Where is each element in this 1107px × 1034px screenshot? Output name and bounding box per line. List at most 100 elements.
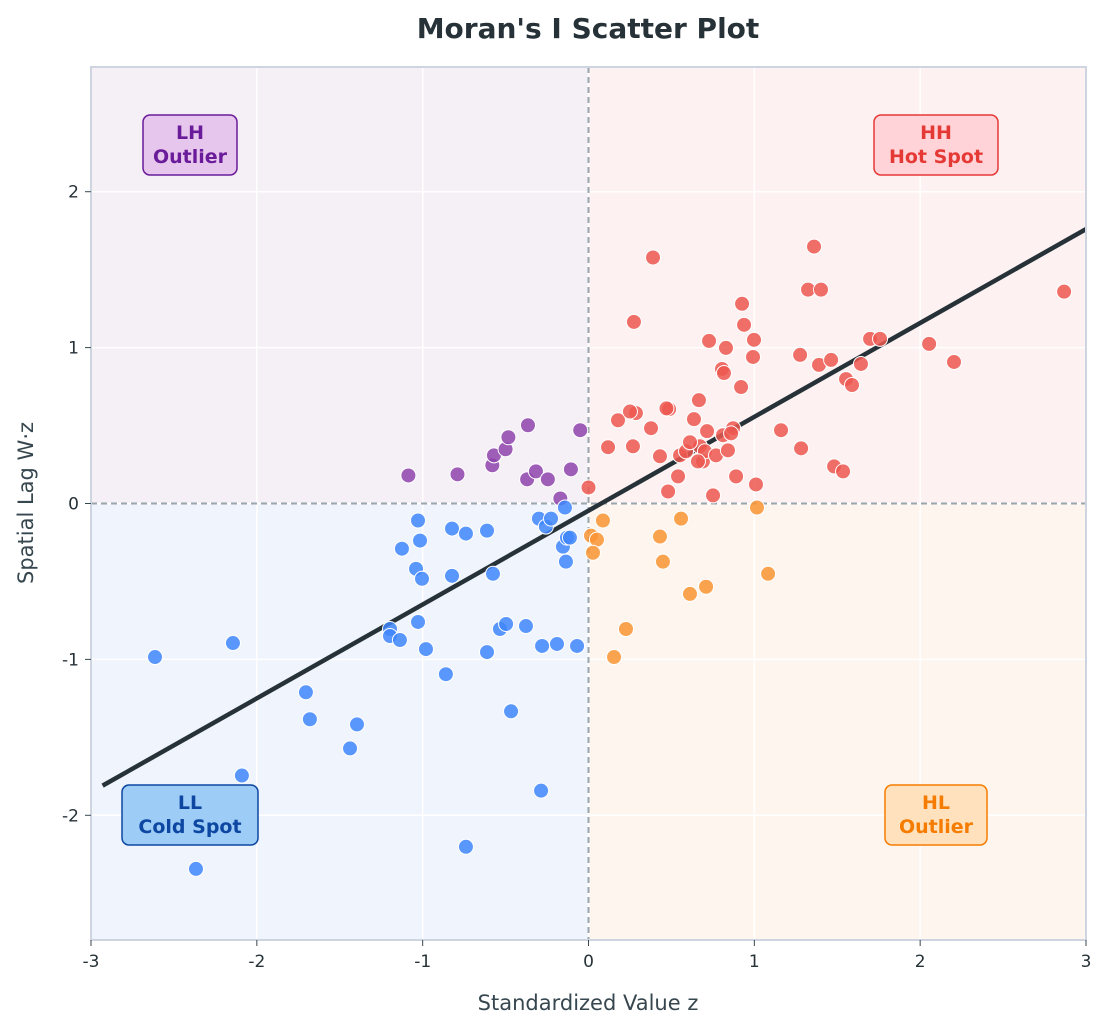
point-ll [444, 520, 461, 537]
quadrant-label-name: Outlier [153, 146, 228, 168]
point-hh [792, 346, 809, 363]
point-ll [417, 641, 434, 658]
point-ll [548, 635, 565, 652]
point-hh [746, 331, 763, 348]
point-ll [301, 711, 318, 728]
point-ll [569, 637, 586, 654]
point-ll [233, 767, 250, 784]
point-ll [498, 616, 515, 633]
point-ll [342, 740, 359, 757]
quadrant-backgrounds [91, 67, 1086, 940]
point-ll [348, 716, 365, 733]
point-hl [654, 553, 671, 570]
quadrant-background-hh [588, 67, 1086, 504]
point-hh [624, 438, 641, 455]
x-tick-label: -3 [83, 952, 100, 972]
point-ll [557, 553, 574, 570]
point-hh [872, 330, 889, 347]
y-tick-label: -1 [62, 650, 79, 670]
point-hh [658, 400, 675, 417]
point-ll [393, 540, 410, 557]
point-hh [806, 238, 823, 255]
point-hl [594, 512, 611, 529]
point-hh [719, 442, 736, 459]
chart-title: Moran's I Scatter Plot [417, 12, 760, 45]
point-hh [610, 412, 627, 429]
point-hh [651, 448, 668, 465]
y-tick-label: 1 [68, 339, 79, 359]
point-hh [621, 403, 638, 420]
point-lh [500, 429, 517, 446]
point-hh [681, 434, 698, 451]
point-lh [539, 471, 556, 488]
point-hl [748, 499, 765, 516]
quadrant-label-name: Hot Spot [889, 146, 983, 168]
y-tick-label: 0 [68, 495, 79, 515]
quadrant-label-box-hh [873, 114, 999, 176]
point-hh [745, 348, 762, 365]
point-hh [701, 332, 718, 349]
point-hl [681, 585, 698, 602]
point-hh [660, 483, 677, 500]
point-ll [479, 644, 496, 661]
point-hh [945, 353, 962, 370]
point-ll [534, 637, 551, 654]
quadrant-label-code: HL [922, 792, 950, 814]
point-ll [484, 565, 501, 582]
point-hh [747, 476, 764, 493]
quadrant-label-code: LH [176, 122, 204, 144]
point-ll [147, 649, 164, 666]
quadrant-background-ll [91, 503, 589, 940]
point-hl [673, 510, 690, 527]
point-hh [580, 479, 597, 496]
point-hh [717, 339, 734, 356]
point-ll [556, 499, 573, 516]
y-axis-label: Spatial Lag W·z [14, 422, 38, 584]
regression-line-group [101, 227, 1088, 788]
point-hh [699, 423, 716, 440]
regression-line [101, 227, 1088, 788]
point-ll [533, 782, 550, 799]
point-hl [584, 544, 601, 561]
point-hh [823, 351, 840, 368]
scatter-points [147, 238, 1073, 877]
point-lh [400, 467, 417, 484]
quadrant-label-box-lh [142, 114, 238, 176]
zero-reference-lines [91, 67, 1086, 940]
point-hh [685, 411, 702, 428]
quadrant-label-name: Cold Spot [138, 816, 241, 838]
point-hh [690, 392, 707, 409]
point-hh [835, 463, 852, 480]
point-hh [921, 335, 938, 352]
point-hh [643, 420, 660, 437]
point-ll [391, 632, 408, 649]
y-tick-label: -2 [62, 806, 79, 826]
point-ll [224, 635, 241, 652]
point-hh [793, 440, 810, 457]
point-ll [187, 860, 204, 877]
point-ll [297, 684, 314, 701]
x-axis-label: Standardized Value z [478, 991, 699, 1015]
point-ll [437, 666, 454, 683]
point-hh [689, 453, 706, 470]
axis-ticks: -3 -2 -1 0 1 2 3 -2 -1 0 1 2 [62, 183, 1091, 972]
y-tick-label: 2 [68, 183, 79, 203]
point-lh [562, 461, 579, 478]
point-ll [543, 510, 560, 527]
quadrant-label-box-hl [884, 784, 988, 846]
point-ll [457, 525, 474, 542]
point-ll [561, 529, 578, 546]
x-tick-label: 3 [1081, 952, 1092, 972]
x-tick-label: 1 [749, 952, 760, 972]
point-hh [728, 468, 745, 485]
point-ll [479, 522, 496, 539]
quadrant-label-name: Outlier [899, 816, 974, 838]
point-hl [760, 565, 777, 582]
x-tick-label: 0 [583, 952, 594, 972]
point-hh [733, 379, 750, 396]
x-tick-label: 2 [915, 952, 926, 972]
x-tick-label: -2 [248, 952, 265, 972]
point-ll [517, 618, 534, 635]
point-hh [705, 487, 722, 504]
